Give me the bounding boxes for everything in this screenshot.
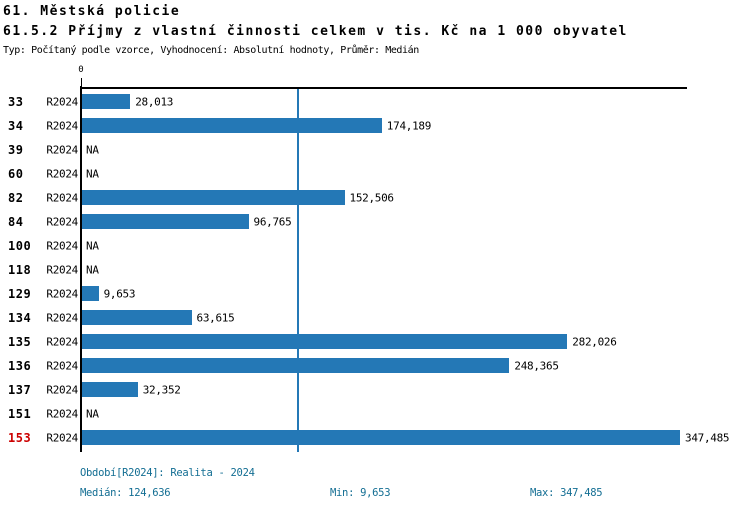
- row-period-label: R2024: [46, 335, 78, 349]
- bar-value-label: 28,013: [135, 95, 174, 109]
- x-axis-zero-tick: [81, 78, 82, 87]
- bar: [82, 214, 249, 229]
- row-period-label: R2024: [46, 407, 78, 421]
- row-id-label: 60: [8, 167, 24, 181]
- row-period-label: R2024: [46, 119, 78, 133]
- bar-value-label: 32,352: [142, 383, 181, 397]
- median-line: [296, 88, 299, 452]
- chart-row: 39 R2024 NA: [0, 138, 750, 162]
- bar-value-label: NA: [86, 167, 99, 181]
- chart-row: 118 R2024 NA: [0, 258, 750, 282]
- page-title: 61. Městská policie: [3, 4, 181, 19]
- chart-row: 100 R2024 NA: [0, 234, 750, 258]
- chart-row: 135 R2024 282,026: [0, 330, 750, 354]
- y-axis-line: [80, 86, 82, 452]
- row-id-label: 129: [8, 287, 32, 301]
- row-id-label: 135: [8, 335, 32, 349]
- row-period-label: R2024: [46, 239, 78, 253]
- x-axis-line: [80, 87, 687, 89]
- row-id-label: 153: [8, 431, 32, 445]
- row-id-label: 84: [8, 215, 24, 229]
- chart-rows: 33 R2024 28,013 34 R2024 174,189 39 R202…: [0, 90, 750, 450]
- bar: [82, 310, 192, 325]
- bar: [82, 430, 680, 445]
- row-id-label: 39: [8, 143, 24, 157]
- footer-min-label: Min: 9,653: [330, 487, 391, 499]
- bar: [82, 190, 345, 205]
- bar-value-label: NA: [86, 239, 99, 253]
- row-period-label: R2024: [46, 383, 78, 397]
- row-period-label: R2024: [46, 311, 78, 325]
- chart-row: 34 R2024 174,189: [0, 114, 750, 138]
- bar-value-label: 282,026: [572, 335, 617, 349]
- row-id-label: 151: [8, 407, 32, 421]
- chart-row: 151 R2024 NA: [0, 402, 750, 426]
- chart-row: 134 R2024 63,615: [0, 306, 750, 330]
- row-period-label: R2024: [46, 215, 78, 229]
- bar-value-label: 248,365: [514, 359, 559, 373]
- row-period-label: R2024: [46, 359, 78, 373]
- x-axis-zero-label: 0: [78, 65, 84, 75]
- footer-period-label: Období[R2024]: Realita - 2024: [80, 467, 255, 479]
- row-period-label: R2024: [46, 95, 78, 109]
- row-period-label: R2024: [46, 263, 78, 277]
- row-id-label: 134: [8, 311, 32, 325]
- chart-row: 84 R2024 96,765: [0, 210, 750, 234]
- bar-value-label: 63,615: [196, 311, 235, 325]
- row-id-label: 82: [8, 191, 24, 205]
- bar: [82, 334, 568, 349]
- bar-value-label: 152,506: [349, 191, 395, 205]
- row-period-label: R2024: [46, 167, 78, 181]
- bar-value-label: NA: [86, 407, 99, 421]
- chart-row: 60 R2024 NA: [0, 162, 750, 186]
- row-period-label: R2024: [46, 431, 78, 445]
- chart-row: 153 R2024 347,485: [0, 426, 750, 450]
- bar-value-label: 174,189: [386, 119, 432, 133]
- bar: [82, 286, 99, 301]
- row-id-label: 100: [8, 239, 32, 253]
- chart-row: 129 R2024 9,653: [0, 282, 750, 306]
- chart-meta-line: Typ: Počítaný podle vzorce, Vyhodnocení:…: [3, 45, 419, 56]
- bar: [82, 118, 382, 133]
- bar: [82, 358, 510, 373]
- row-id-label: 136: [8, 359, 32, 373]
- row-id-label: 137: [8, 383, 32, 397]
- bar-value-label: 9,653: [103, 287, 136, 301]
- row-period-label: R2024: [46, 287, 78, 301]
- row-id-label: 118: [8, 263, 32, 277]
- row-id-label: 33: [8, 95, 24, 109]
- chart-row: 137 R2024 32,352: [0, 378, 750, 402]
- chart-row: 136 R2024 248,365: [0, 354, 750, 378]
- bar-value-label: 347,485: [685, 431, 730, 445]
- bar-value-label: 96,765: [253, 215, 292, 229]
- bar-value-label: NA: [86, 263, 99, 277]
- footer-median-label: Medián: 124,636: [80, 487, 171, 499]
- row-period-label: R2024: [46, 143, 78, 157]
- row-period-label: R2024: [46, 191, 78, 205]
- chart-row: 82 R2024 152,506: [0, 186, 750, 210]
- bar: [82, 382, 138, 397]
- chart-row: 33 R2024 28,013: [0, 90, 750, 114]
- chart-subtitle: 61.5.2 Příjmy z vlastní činnosti celkem …: [3, 24, 628, 39]
- footer-max-label: Max: 347,485: [530, 487, 603, 499]
- bar-value-label: NA: [86, 143, 99, 157]
- row-id-label: 34: [8, 119, 24, 133]
- bar: [82, 94, 131, 109]
